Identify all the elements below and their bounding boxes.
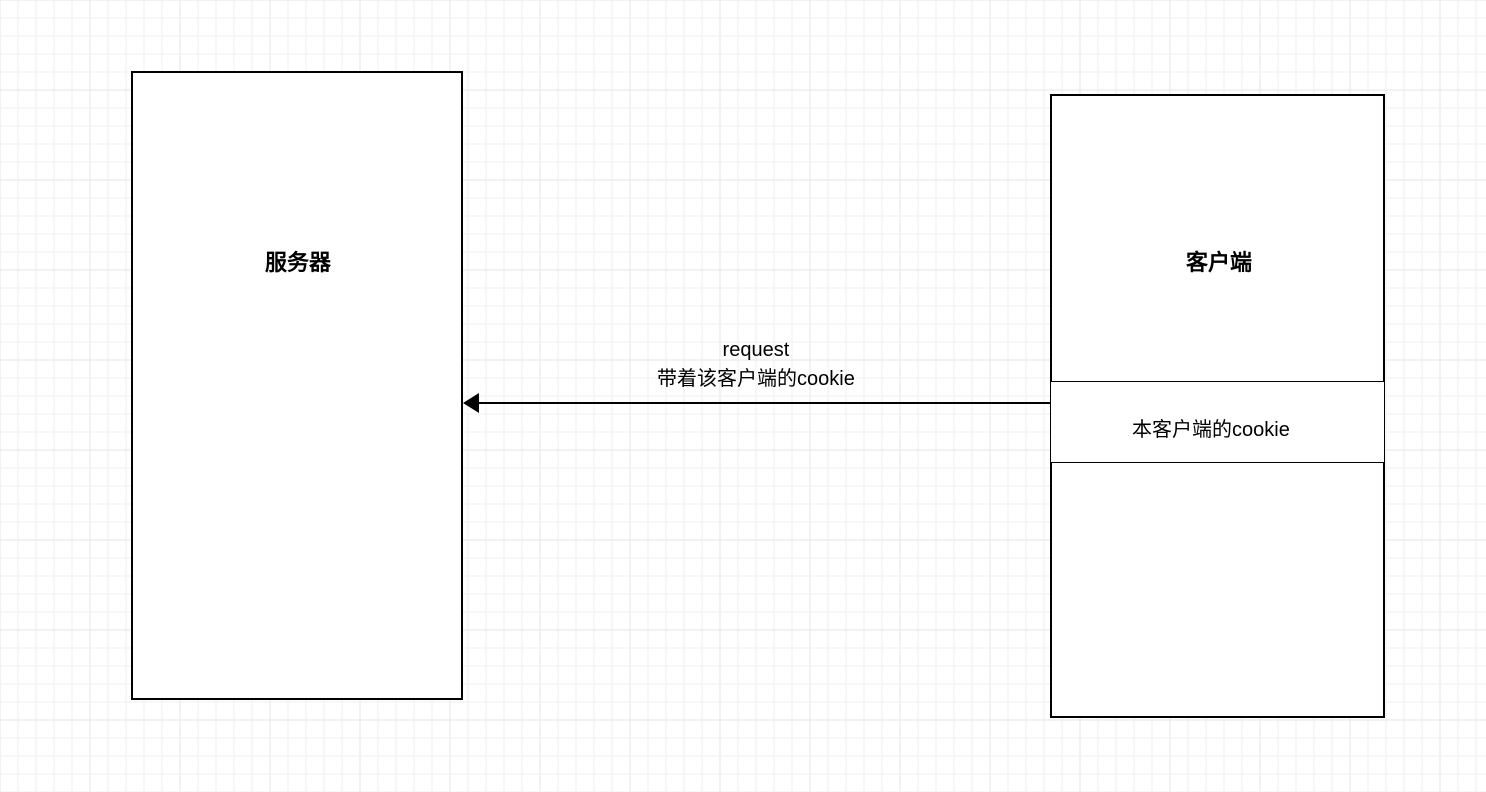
node-client-label: 客户端 xyxy=(1186,245,1252,277)
diagram-canvas: 服务器 客户端 本客户端的cookie request 带着该客户端的cooki… xyxy=(0,0,1486,792)
node-server xyxy=(131,71,463,700)
node-cookie-label: 本客户端的cookie xyxy=(1132,413,1290,442)
edge-request-label: request 带着该客户端的cookie xyxy=(657,336,855,394)
node-server-label: 服务器 xyxy=(265,245,331,277)
